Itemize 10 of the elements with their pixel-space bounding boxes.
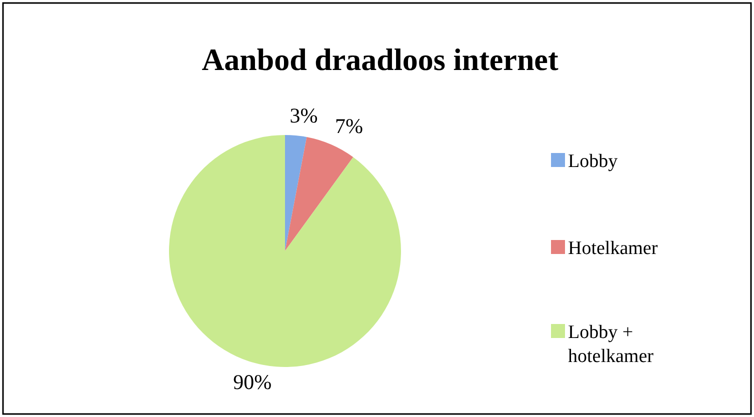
legend-label: Lobby <box>568 151 618 172</box>
chart-title: Aanbod draadloos internet <box>202 42 559 77</box>
legend-label: Hotelkamer <box>568 238 658 259</box>
pie-slice <box>285 137 354 251</box>
data-label: 7% <box>335 114 364 138</box>
data-label: 90% <box>233 370 272 394</box>
data-label: 3% <box>290 104 318 128</box>
pie-slice <box>169 135 401 367</box>
legend-label: Lobby + hotelkamer <box>568 322 654 367</box>
pie-slice <box>285 135 307 251</box>
